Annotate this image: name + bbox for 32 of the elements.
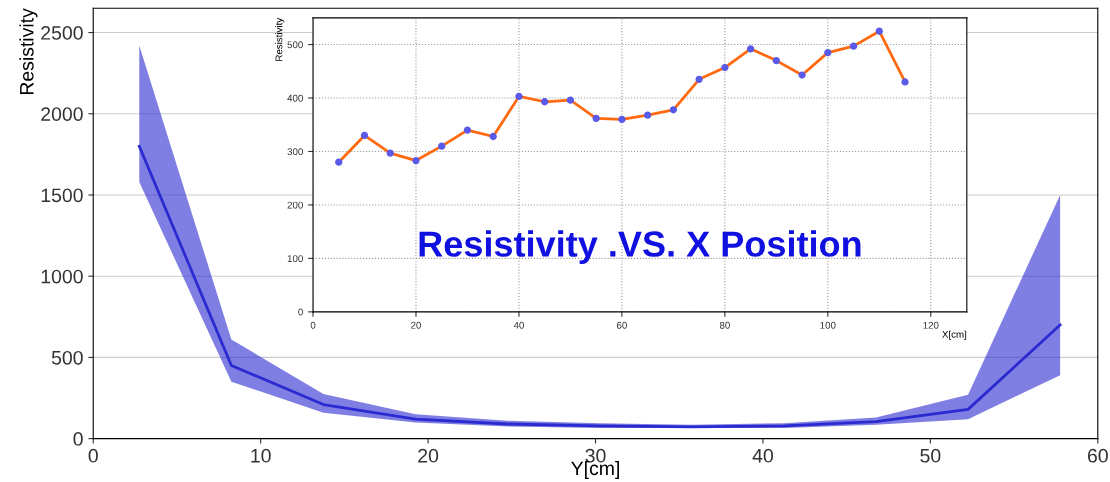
y-axis-title: Resistivity (275, 17, 285, 61)
x-tick-label: 60 (616, 321, 627, 329)
x-tick-label: 60 (1087, 448, 1108, 463)
y-tick-label: 2500 (41, 26, 83, 40)
y-tick-label: 0 (298, 308, 303, 316)
x-tick-label: 80 (719, 321, 730, 329)
x-tick-label: 40 (513, 321, 524, 329)
x-tick-label: 0 (310, 321, 316, 329)
y-tick-label: 1500 (41, 188, 83, 203)
y-tick-label: 500 (287, 41, 303, 49)
x-tick-label: 20 (411, 321, 422, 329)
x-tick-label: 40 (752, 448, 773, 463)
line-series (137, 144, 1062, 429)
x-tick-label: 120 (923, 321, 939, 329)
y-tick-label: 500 (51, 350, 83, 365)
x-tick-label: 30 (585, 448, 606, 463)
y-tick-label: 1000 (41, 269, 83, 284)
y-tick-label: 400 (287, 94, 303, 102)
x-tick-label: 10 (251, 448, 271, 463)
x-tick-label: 50 (920, 448, 941, 463)
x-axis-title: Y[cm] (571, 460, 619, 480)
x-tick-label: 20 (418, 448, 439, 463)
x-axis-title: X[cm] (942, 330, 967, 340)
y-tick-label: 200 (287, 201, 303, 209)
y-tick-label: 2000 (41, 107, 83, 122)
x-tick-label: 100 (820, 321, 836, 329)
annotation: Resistivity .VS. X Position (419, 230, 861, 264)
y-axis-title: Resistivity (19, 8, 38, 95)
y-tick-label: 300 (287, 148, 303, 156)
y-tick-label: 0 (73, 432, 83, 446)
x-tick-label: 0 (88, 448, 98, 463)
y-tick-label: 100 (287, 255, 303, 263)
